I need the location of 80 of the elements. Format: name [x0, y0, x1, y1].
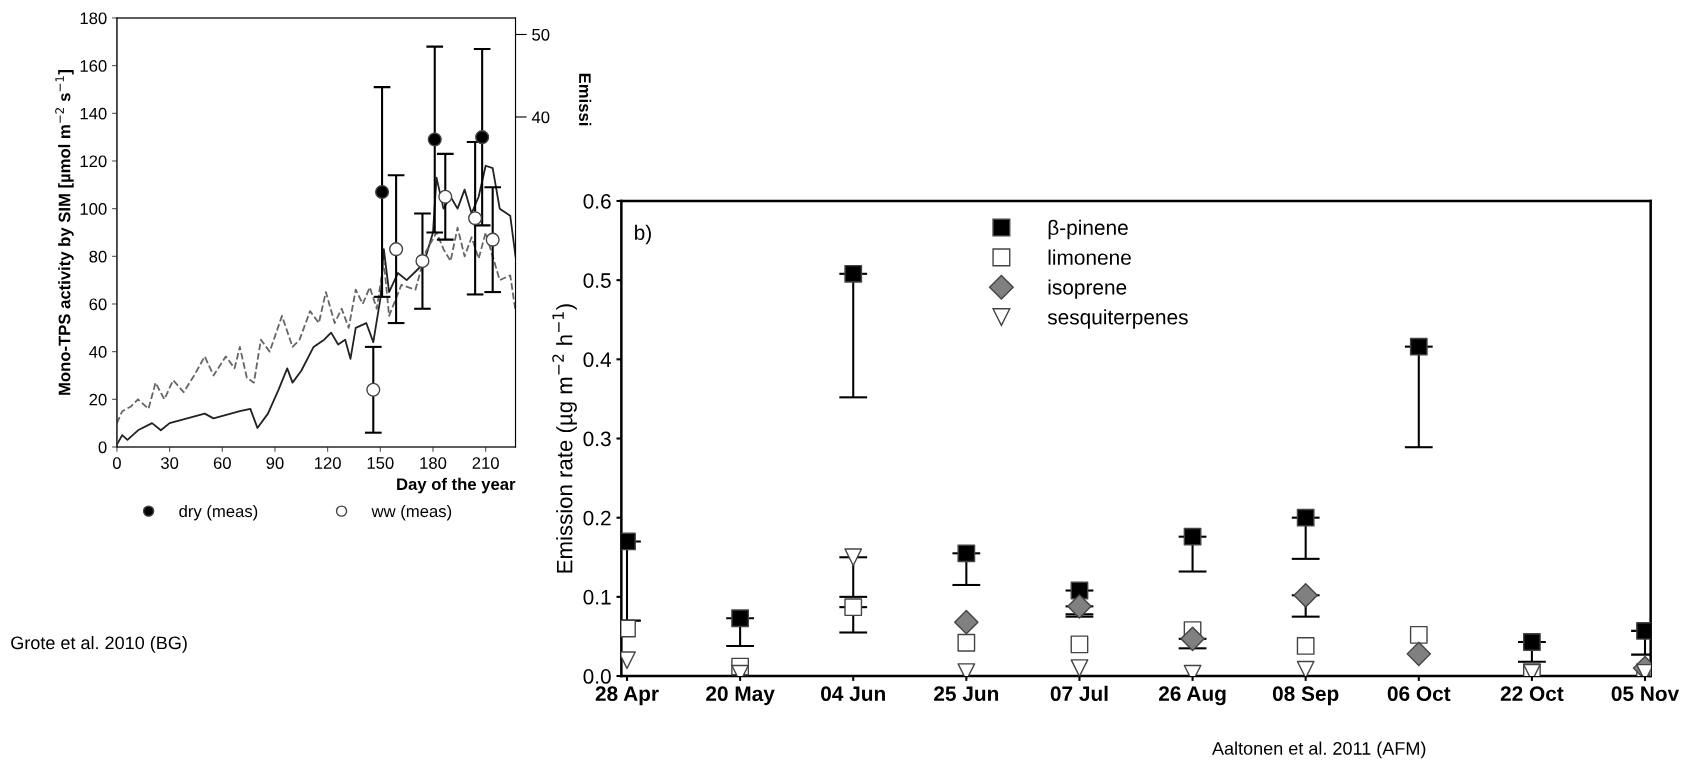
point — [415, 254, 430, 269]
legend-label: β-pinene — [1048, 219, 1128, 240]
y2-tick-label: 50 — [532, 28, 550, 41]
y-tick-label: 0.1 — [583, 589, 611, 605]
x-tick-label: 120 — [315, 457, 341, 469]
point — [427, 132, 442, 147]
point — [1296, 660, 1315, 677]
point — [954, 609, 979, 635]
y-tick-label: 0 — [98, 441, 107, 454]
x-tick-label: 06 Oct — [1387, 686, 1451, 702]
point — [1296, 637, 1315, 655]
x-tick-label: 150 — [367, 457, 394, 469]
x-tick-label: 90 — [266, 457, 284, 469]
y-tick-label: 100 — [80, 203, 107, 215]
legend-label: ww (meas) — [371, 504, 452, 521]
y-tick-label: 60 — [89, 298, 107, 311]
point — [375, 184, 390, 200]
y-tick-label: 40 — [89, 346, 107, 358]
point — [1180, 626, 1205, 652]
point — [1296, 508, 1315, 527]
x-tick-label: 04 Jun — [821, 686, 885, 702]
line-series — [116, 226, 516, 425]
point — [1183, 527, 1202, 546]
legend-label: sesquiterpenes — [1047, 309, 1188, 329]
y-tick-label: 0.2 — [583, 510, 611, 526]
legend-label: isoprene — [1048, 279, 1127, 299]
point — [475, 130, 490, 145]
y2-tick-label: 40 — [531, 111, 550, 124]
point — [844, 598, 863, 617]
x-tick-label: 20 May — [706, 686, 775, 706]
point — [1409, 337, 1428, 356]
point — [957, 544, 976, 563]
y-tick-label: 180 — [80, 12, 107, 25]
x-tick-label: 180 — [420, 457, 447, 469]
y-tick-label: 160 — [80, 60, 107, 72]
point — [1409, 625, 1428, 644]
y2-axis-title: Emissi — [579, 73, 592, 126]
point — [389, 242, 404, 257]
x-tick-label: 210 — [472, 457, 499, 469]
point — [844, 548, 863, 567]
point — [1070, 659, 1089, 677]
x-tick-label: 0 — [112, 457, 121, 469]
text: Grote et al. 2010 (BG) — [11, 635, 187, 653]
point — [957, 633, 976, 652]
point — [1070, 635, 1089, 654]
y-tick-label: 120 — [80, 155, 107, 168]
y-axis-title: Mono-TPS activity by SIM [µmol m$^{−2}$ s$^{−1}$] — [55, 70, 74, 395]
y-axis-title: Emission rate (µg m$^{−2}$ h$^{−1}$) — [552, 304, 577, 573]
point — [1522, 633, 1541, 651]
x-tick-label: 22 Oct — [1500, 686, 1564, 702]
x-tick-label: 08 Sep — [1272, 686, 1339, 706]
y-tick-label: 80 — [89, 250, 107, 263]
y-tick-label: 20 — [89, 393, 107, 406]
x-tick-label: 26 Aug — [1158, 686, 1226, 706]
point — [1293, 582, 1318, 608]
point — [485, 232, 500, 247]
legend-label: dry (meas) — [179, 504, 258, 521]
x-axis-title: Day of the year — [397, 477, 516, 494]
x-tick-label: 25 Jun — [934, 686, 999, 702]
x-tick-label: 30 — [160, 457, 179, 469]
y-tick-label: 0.0 — [583, 669, 611, 684]
y-tick-label: 140 — [80, 107, 107, 120]
point — [438, 189, 453, 204]
point — [731, 609, 750, 628]
legend-label: limonene — [1048, 249, 1131, 265]
x-tick-label: 05 Nov — [1611, 686, 1680, 702]
point — [1406, 641, 1432, 667]
point — [366, 382, 381, 397]
annotation: b) — [635, 224, 651, 245]
x-tick-label: 60 — [213, 457, 231, 469]
point — [468, 211, 483, 226]
text: Aaltonen et al. 2011 (AFM) — [1212, 741, 1426, 759]
y-tick-label: 0.6 — [583, 193, 611, 209]
y-tick-label: 0.3 — [583, 431, 611, 447]
point — [1067, 594, 1092, 619]
x-tick-label: 07 Jul — [1050, 685, 1108, 702]
x-tick-label: 28 Apr — [595, 686, 659, 706]
point — [844, 264, 863, 283]
y-tick-label: 0.4 — [583, 352, 612, 368]
y-tick-label: 0.5 — [583, 273, 611, 288]
